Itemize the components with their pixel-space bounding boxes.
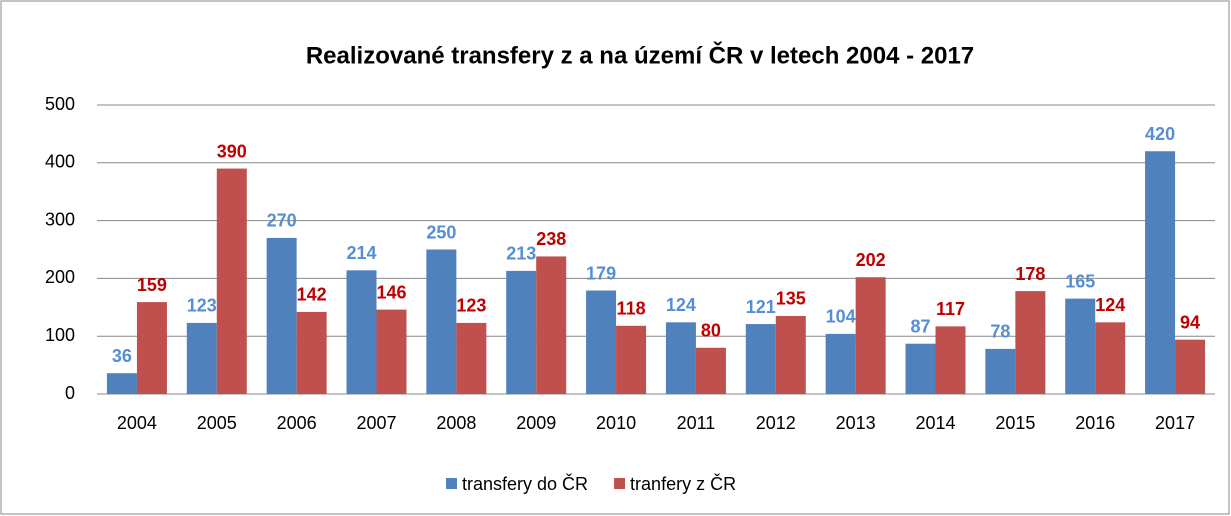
legend-swatch (614, 478, 626, 489)
bar (186, 322, 217, 394)
value-label: 270 (267, 211, 297, 231)
bar (506, 270, 537, 394)
value-label: 94 (1180, 312, 1200, 332)
value-label: 142 (297, 285, 327, 305)
bar (536, 256, 567, 394)
legend-label: transfery do ČR (462, 473, 588, 494)
bar (216, 168, 247, 394)
bar (745, 324, 776, 394)
bar (456, 322, 487, 394)
y-tick-label: 0 (65, 383, 75, 403)
bar (935, 326, 966, 394)
value-label: 146 (376, 282, 406, 302)
value-label: 104 (826, 307, 856, 327)
value-label: 165 (1065, 271, 1095, 291)
x-tick-label: 2006 (277, 413, 317, 433)
value-label: 87 (910, 316, 930, 336)
value-label: 250 (426, 222, 456, 242)
value-label: 178 (1015, 264, 1045, 284)
bar (985, 348, 1016, 394)
x-tick-label: 2010 (596, 413, 636, 433)
value-label: 420 (1145, 124, 1175, 144)
value-label: 80 (701, 321, 721, 341)
bar (1145, 151, 1176, 394)
x-tick-label: 2009 (516, 413, 556, 433)
bar (106, 373, 137, 394)
x-tick-label: 2013 (836, 413, 876, 433)
value-label: 238 (536, 229, 566, 249)
y-tick-label: 100 (45, 325, 75, 345)
value-label: 159 (137, 275, 167, 295)
value-label: 36 (112, 346, 132, 366)
bar (905, 343, 936, 394)
value-label: 213 (506, 244, 536, 264)
bar (825, 333, 856, 394)
legend-swatch (446, 478, 457, 489)
value-label: 179 (586, 263, 616, 283)
value-label: 124 (666, 295, 696, 315)
x-tick-label: 2017 (1155, 413, 1195, 433)
y-tick-label: 300 (45, 209, 75, 229)
x-tick-label: 2012 (756, 413, 796, 433)
bar (346, 270, 377, 394)
bar (376, 309, 407, 394)
x-tick-label: 2014 (915, 413, 955, 433)
value-label: 117 (936, 299, 965, 319)
x-tick-label: 2015 (995, 413, 1035, 433)
value-label: 118 (617, 299, 646, 319)
bar (136, 302, 167, 394)
bar (586, 290, 617, 394)
bar (1015, 291, 1046, 394)
x-tick-label: 2008 (436, 413, 476, 433)
value-label: 78 (990, 322, 1010, 342)
x-tick-label: 2007 (356, 413, 396, 433)
bar (426, 249, 457, 394)
bar (665, 322, 696, 394)
y-tick-label: 500 (45, 94, 75, 114)
bar (266, 237, 297, 394)
x-tick-label: 2004 (117, 413, 157, 433)
bar (775, 315, 806, 394)
y-tick-label: 400 (45, 152, 75, 172)
x-tick-label: 2011 (677, 413, 716, 433)
legend-label: tranfery z ČR (630, 473, 736, 494)
bar (855, 277, 886, 394)
value-label: 214 (346, 243, 376, 263)
chart-title: Realizované transfery z a na území ČR v … (306, 41, 974, 69)
bar (616, 325, 647, 394)
x-tick-label: 2005 (197, 413, 237, 433)
bar (695, 347, 726, 394)
value-label: 121 (746, 297, 776, 317)
value-label: 390 (217, 141, 247, 161)
bar (296, 311, 327, 394)
bar (1175, 339, 1206, 394)
value-label: 202 (856, 250, 886, 270)
bar (1095, 322, 1126, 394)
bar (1065, 298, 1096, 394)
y-tick-label: 200 (45, 267, 75, 287)
value-label: 124 (1095, 295, 1125, 315)
x-tick-label: 2016 (1075, 413, 1115, 433)
value-label: 135 (776, 289, 806, 309)
value-label: 123 (187, 296, 217, 316)
value-label: 123 (456, 296, 486, 316)
